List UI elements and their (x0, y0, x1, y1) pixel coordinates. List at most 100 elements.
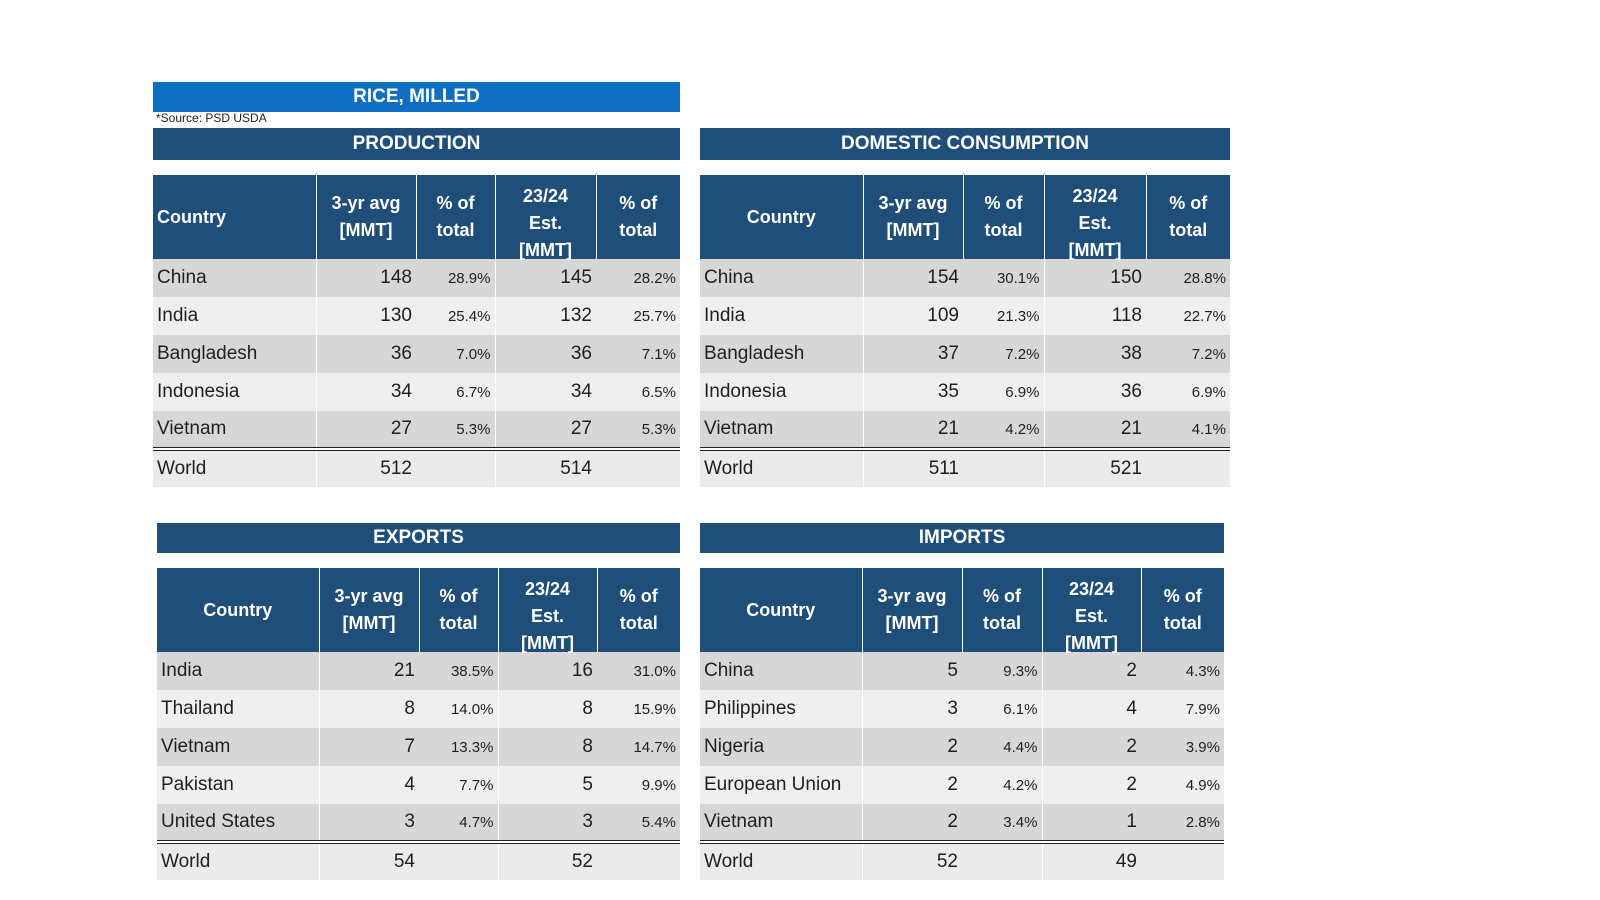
avg-pct-cell: 28.9% (416, 259, 496, 297)
est-pct-cell: 3.9% (1141, 728, 1224, 766)
country-cell: Indonesia (700, 373, 864, 411)
est-cell: 1 (1042, 804, 1141, 842)
table-row: China 5 9.3% 2 4.3% (700, 652, 1224, 690)
est-cell: 2 (1042, 652, 1141, 690)
country-cell: European Union (700, 766, 863, 804)
country-cell: Vietnam (700, 804, 863, 842)
header-row: Country 3-yr avg [MMT] % of total 23/24 Est… (700, 175, 1230, 260)
world-total-row: World 511 521 (700, 447, 1230, 487)
avg-cell: 2 (862, 728, 962, 766)
est-cell: 3 (498, 804, 597, 842)
est-cell: 150 (1044, 259, 1146, 297)
avg-pct-header: % of total (963, 175, 1045, 259)
header-row: Country 3-yr avg [MMT] % of total 23/24 Est… (700, 568, 1224, 653)
avg-pct-cell: 5.3% (416, 411, 496, 449)
avg-header: 3-yr avg [MMT] (863, 175, 964, 259)
est-pct-cell: 6.9% (1146, 373, 1230, 411)
avg-pct-cell: 38.5% (419, 652, 499, 690)
table-row: China 154 30.1% 150 28.8% (700, 259, 1230, 297)
avg-pct-cell (962, 840, 1043, 880)
est-pct-cell: 28.8% (1146, 259, 1230, 297)
world-total-row: World 52 49 (700, 840, 1224, 880)
est-cell: 521 (1044, 447, 1146, 487)
avg-cell: 154 (863, 259, 963, 297)
est-cell: 21 (1044, 411, 1146, 449)
est-pct-cell: 4.9% (1141, 766, 1224, 804)
consumption-title: DOMESTIC CONSUMPTION (700, 128, 1230, 160)
avg-pct-cell (416, 447, 496, 487)
avg-cell: 4 (319, 766, 419, 804)
country-cell: World (700, 840, 863, 880)
avg-pct-cell: 4.7% (419, 804, 499, 842)
imports-title: IMPORTS (700, 523, 1224, 553)
avg-cell: 21 (863, 411, 963, 449)
table-row: Nigeria 2 4.4% 2 3.9% (700, 728, 1224, 766)
avg-header: 3-yr avg [MMT] (319, 568, 420, 652)
est-pct-cell: 7.1% (596, 335, 680, 373)
table-row: Vietnam 7 13.3% 8 14.7% (157, 728, 680, 766)
avg-pct-cell: 6.9% (963, 373, 1045, 411)
est-cell: 8 (498, 728, 597, 766)
est-cell: 38 (1044, 335, 1146, 373)
est-pct-cell: 14.7% (597, 728, 680, 766)
avg-pct-cell (963, 447, 1045, 487)
table-row: Indonesia 34 6.7% 34 6.5% (153, 373, 680, 411)
world-total-row: World 512 514 (153, 447, 680, 487)
avg-cell: 511 (863, 447, 963, 487)
avg-pct-cell: 13.3% (419, 728, 499, 766)
est-pct-header: % of total (596, 175, 680, 259)
est-cell: 514 (495, 447, 596, 487)
est-pct-cell: 4.1% (1146, 411, 1230, 449)
production-table: Country 3-yr avg [MMT] % of total 23/24 Est… (153, 175, 680, 487)
avg-pct-cell: 14.0% (419, 690, 499, 728)
est-pct-cell: 9.9% (597, 766, 680, 804)
country-cell: United States (157, 804, 320, 842)
avg-header: 3-yr avg [MMT] (316, 175, 417, 259)
avg-cell: 35 (863, 373, 963, 411)
est-pct-cell: 6.5% (596, 373, 680, 411)
table-row: United States 3 4.7% 3 5.4% (157, 804, 680, 842)
est-pct-cell: 15.9% (597, 690, 680, 728)
country-header: Country (700, 175, 864, 259)
country-cell: Bangladesh (700, 335, 864, 373)
country-cell: China (153, 259, 317, 297)
est-cell: 2 (1042, 728, 1141, 766)
avg-pct-cell: 7.2% (963, 335, 1045, 373)
est-pct-cell: 7.9% (1141, 690, 1224, 728)
est-pct-cell: 5.3% (596, 411, 680, 449)
avg-cell: 512 (316, 447, 416, 487)
est-cell: 8 (498, 690, 597, 728)
avg-pct-cell: 9.3% (962, 652, 1043, 690)
est-pct-cell (597, 840, 680, 880)
table-row: India 130 25.4% 132 25.7% (153, 297, 680, 335)
country-cell: Vietnam (157, 728, 320, 766)
est-pct-cell: 28.2% (596, 259, 680, 297)
imports-table: Country 3-yr avg [MMT] % of total 23/24 Est… (700, 568, 1224, 880)
country-cell: World (700, 447, 864, 487)
exports-panel: EXPORTS Country 3-yr avg [MMT] % of total … (157, 523, 680, 880)
header-row: Country 3-yr avg [MMT] % of total 23/24 Est… (153, 175, 680, 260)
table-row: Vietnam 2 3.4% 1 2.8% (700, 804, 1224, 842)
avg-cell: 2 (862, 766, 962, 804)
avg-pct-cell: 4.2% (963, 411, 1045, 449)
country-header: Country (153, 175, 317, 259)
avg-pct-cell: 25.4% (416, 297, 496, 335)
est-pct-cell (1141, 840, 1224, 880)
country-cell: World (153, 447, 317, 487)
est-pct-cell: 4.3% (1141, 652, 1224, 690)
table-row: China 148 28.9% 145 28.2% (153, 259, 680, 297)
avg-pct-cell (419, 840, 499, 880)
avg-cell: 34 (316, 373, 416, 411)
avg-pct-cell: 6.1% (962, 690, 1043, 728)
est-cell: 145 (495, 259, 596, 297)
est-cell: 36 (495, 335, 596, 373)
country-cell: Thailand (157, 690, 320, 728)
country-cell: China (700, 259, 864, 297)
est-pct-cell: 25.7% (596, 297, 680, 335)
avg-cell: 36 (316, 335, 416, 373)
avg-cell: 52 (862, 840, 962, 880)
table-row: India 109 21.3% 118 22.7% (700, 297, 1230, 335)
est-pct-cell: 22.7% (1146, 297, 1230, 335)
country-cell: India (153, 297, 317, 335)
table-row: Bangladesh 37 7.2% 38 7.2% (700, 335, 1230, 373)
